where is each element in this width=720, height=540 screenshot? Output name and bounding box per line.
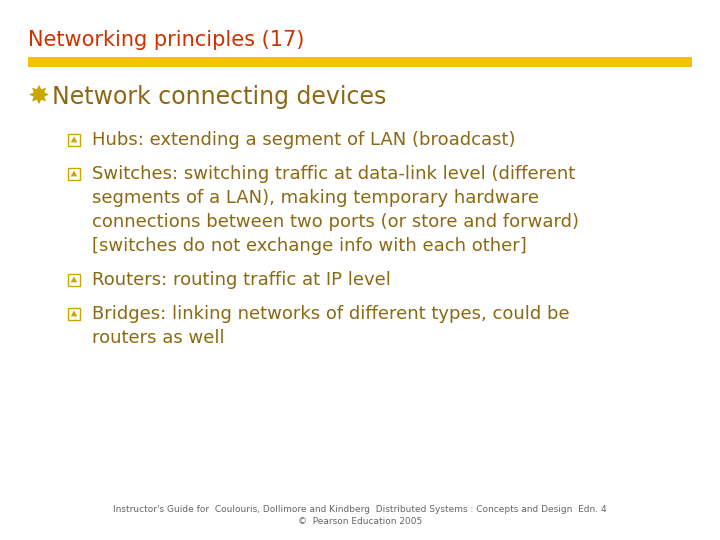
Text: Instructor's Guide for  Coulouris, Dollimore and Kindberg  Distributed Systems :: Instructor's Guide for Coulouris, Dollim… xyxy=(113,505,607,515)
Text: ©  Pearson Education 2005: © Pearson Education 2005 xyxy=(298,517,422,526)
Polygon shape xyxy=(71,137,77,143)
Text: Bridges: linking networks of different types, could be: Bridges: linking networks of different t… xyxy=(92,305,570,323)
Text: Network connecting devices: Network connecting devices xyxy=(52,85,387,109)
Text: routers as well: routers as well xyxy=(92,329,225,347)
Text: Hubs: extending a segment of LAN (broadcast): Hubs: extending a segment of LAN (broadc… xyxy=(92,131,516,149)
Text: connections between two ports (or store and forward): connections between two ports (or store … xyxy=(92,213,579,231)
Bar xyxy=(68,274,80,286)
Polygon shape xyxy=(71,276,77,282)
Text: [switches do not exchange info with each other]: [switches do not exchange info with each… xyxy=(92,237,527,255)
Text: segments of a LAN), making temporary hardware: segments of a LAN), making temporary har… xyxy=(92,189,539,207)
Bar xyxy=(68,134,80,146)
Text: Routers: routing traffic at IP level: Routers: routing traffic at IP level xyxy=(92,271,391,289)
Text: Networking principles (17): Networking principles (17) xyxy=(28,30,305,50)
Bar xyxy=(68,308,80,320)
Text: Switches: switching traffic at data-link level (different: Switches: switching traffic at data-link… xyxy=(92,165,575,183)
Bar xyxy=(28,57,692,67)
Text: ✸: ✸ xyxy=(28,84,50,110)
Polygon shape xyxy=(71,310,77,316)
Polygon shape xyxy=(71,171,77,177)
Bar xyxy=(68,168,80,180)
